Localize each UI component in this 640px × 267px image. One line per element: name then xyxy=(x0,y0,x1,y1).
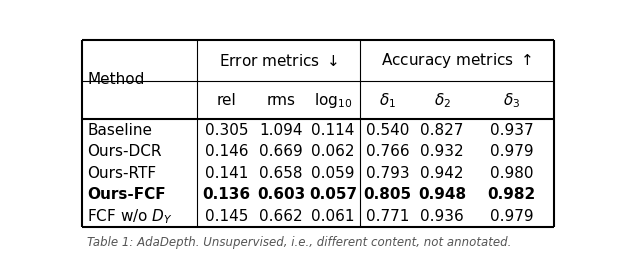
Text: Ours-RTF: Ours-RTF xyxy=(88,166,157,181)
Text: Baseline: Baseline xyxy=(88,123,152,138)
Text: 0.827: 0.827 xyxy=(420,123,464,138)
Text: 0.980: 0.980 xyxy=(490,166,533,181)
Text: $\delta_3$: $\delta_3$ xyxy=(503,91,520,110)
Text: 0.805: 0.805 xyxy=(364,187,412,202)
Text: 0.062: 0.062 xyxy=(311,144,355,159)
Text: rel: rel xyxy=(216,93,236,108)
Text: 0.603: 0.603 xyxy=(257,187,305,202)
Text: 0.932: 0.932 xyxy=(420,144,464,159)
Text: 0.942: 0.942 xyxy=(420,166,464,181)
Text: 0.979: 0.979 xyxy=(490,144,533,159)
Text: Ours-DCR: Ours-DCR xyxy=(88,144,162,159)
Text: $\mathrm{log}_{10}$: $\mathrm{log}_{10}$ xyxy=(314,91,352,110)
Text: Accuracy metrics $\uparrow$: Accuracy metrics $\uparrow$ xyxy=(381,51,532,70)
Text: FCF w/o $D_Y$: FCF w/o $D_Y$ xyxy=(88,207,173,226)
Text: Ours-FCF: Ours-FCF xyxy=(88,187,166,202)
Text: 0.979: 0.979 xyxy=(490,209,533,224)
Text: 0.141: 0.141 xyxy=(205,166,248,181)
Text: 0.658: 0.658 xyxy=(259,166,303,181)
Text: 0.059: 0.059 xyxy=(311,166,355,181)
Text: Method: Method xyxy=(88,72,145,87)
Text: 0.669: 0.669 xyxy=(259,144,303,159)
Text: 0.936: 0.936 xyxy=(420,209,464,224)
Text: 0.114: 0.114 xyxy=(311,123,355,138)
Text: Error metrics $\downarrow$: Error metrics $\downarrow$ xyxy=(219,53,338,69)
Text: 0.145: 0.145 xyxy=(205,209,248,224)
Text: 0.948: 0.948 xyxy=(418,187,466,202)
Text: Table 1: AdaDepth. Unsupervised, i.e., different content, not annotated.: Table 1: AdaDepth. Unsupervised, i.e., d… xyxy=(88,235,512,249)
Text: $\delta_1$: $\delta_1$ xyxy=(379,91,396,110)
Text: 0.057: 0.057 xyxy=(309,187,357,202)
Text: 0.662: 0.662 xyxy=(259,209,303,224)
Text: 0.793: 0.793 xyxy=(365,166,410,181)
Text: 0.937: 0.937 xyxy=(490,123,533,138)
Text: $\delta_2$: $\delta_2$ xyxy=(433,91,451,110)
Text: 0.771: 0.771 xyxy=(366,209,409,224)
Text: 0.540: 0.540 xyxy=(366,123,409,138)
Text: 0.982: 0.982 xyxy=(488,187,536,202)
Text: 0.766: 0.766 xyxy=(365,144,410,159)
Text: 1.094: 1.094 xyxy=(259,123,303,138)
Text: 0.136: 0.136 xyxy=(202,187,250,202)
Text: 0.061: 0.061 xyxy=(311,209,355,224)
Text: 0.146: 0.146 xyxy=(205,144,248,159)
Text: rms: rms xyxy=(266,93,296,108)
Text: 0.305: 0.305 xyxy=(205,123,248,138)
